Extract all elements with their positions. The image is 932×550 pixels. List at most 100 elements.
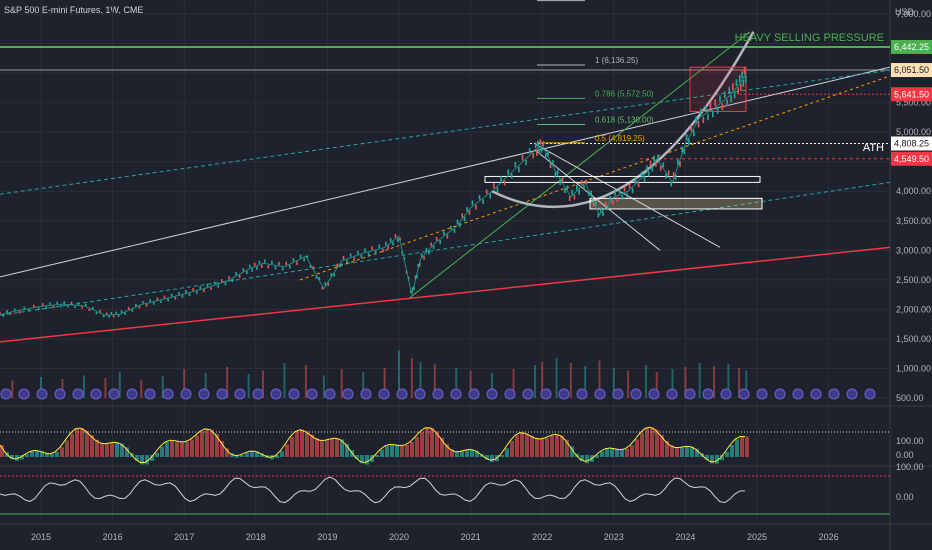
candle: [23, 306, 26, 309]
osc-histogram: [535, 438, 539, 457]
event-marker: [396, 388, 408, 400]
chart-title: S&P 500 E-mini Futures, 1W, CME: [4, 5, 144, 15]
osc-histogram: [585, 455, 589, 464]
candle: [657, 154, 659, 160]
osc-histogram: [235, 455, 239, 458]
event-marker: [486, 388, 498, 400]
price-label-bg: [891, 136, 932, 151]
volume-bar: [713, 366, 716, 398]
candle: [595, 201, 597, 206]
price-label: 5,641.50: [894, 89, 929, 99]
osc-histogram: [430, 427, 434, 457]
candle: [672, 172, 675, 178]
volume-bar: [612, 368, 615, 398]
candle: [224, 282, 227, 286]
candle: [604, 201, 607, 207]
candle: [552, 160, 554, 166]
osc-histogram: [745, 436, 749, 457]
event-marker: [504, 388, 516, 400]
candle: [81, 306, 83, 309]
osc-histogram: [405, 444, 409, 457]
osc-histogram: [30, 451, 34, 457]
candle: [192, 288, 194, 291]
time-tick-label: 2020: [389, 532, 409, 542]
osc-histogram: [325, 440, 329, 457]
price-tick-label: 1,500.00: [896, 334, 931, 344]
volume-bar: [226, 367, 229, 398]
osc-tick-label: 100.00: [896, 462, 924, 472]
candle: [743, 67, 746, 75]
volume-bar: [140, 380, 143, 398]
candle: [367, 252, 370, 257]
event-marker: [36, 388, 48, 400]
time-tick-label: 2025: [747, 532, 767, 542]
osc-histogram: [510, 440, 514, 457]
candle: [394, 234, 397, 238]
zone-box: [689, 66, 747, 112]
osc-histogram: [245, 452, 249, 457]
osc-histogram: [730, 444, 734, 457]
osc-line-1: [0, 426, 746, 464]
candle: [623, 186, 626, 192]
volume-bar: [104, 378, 107, 398]
fib-label: 0.618 (5,130.00): [595, 115, 654, 124]
event-marker: [558, 388, 570, 400]
volume-bar: [398, 350, 400, 398]
candle: [28, 309, 30, 312]
osc-histogram: [640, 433, 644, 457]
candle: [453, 229, 456, 234]
candle: [442, 231, 445, 236]
candle: [730, 95, 732, 103]
event-marker: [702, 388, 714, 400]
volume-bar: [433, 364, 436, 398]
volume-bar: [204, 373, 207, 398]
osc-histogram: [705, 455, 709, 461]
oscillator-panes: 100.00 0.00 100.00 0.00: [0, 405, 932, 515]
osc-histogram: [285, 444, 289, 457]
time-tick-label: 2023: [604, 532, 624, 542]
event-marker: [162, 388, 174, 400]
candle: [181, 295, 184, 298]
time-tick-label: 2017: [174, 532, 194, 542]
osc-histogram: [250, 451, 254, 457]
candle: [357, 250, 359, 255]
event-marker: [234, 388, 246, 400]
candle: [360, 254, 363, 259]
osc-histogram: [395, 444, 399, 457]
fib-label: 0.786 (5,572.50): [595, 89, 654, 98]
candle: [149, 299, 151, 302]
osc-histogram: [45, 453, 49, 457]
osc-histogram: [520, 432, 524, 457]
candle: [461, 213, 464, 218]
candle: [142, 301, 144, 304]
candle: [41, 303, 44, 306]
candle: [213, 281, 216, 285]
event-marker: [720, 388, 732, 400]
volume-bar: [469, 370, 472, 398]
price-tick-label: 5,000.00: [896, 127, 931, 137]
candle: [9, 312, 12, 316]
candle: [256, 266, 258, 270]
candle: [160, 300, 162, 303]
osc-histogram: [600, 451, 604, 457]
candle: [741, 71, 743, 79]
event-marker: [864, 388, 876, 400]
candle: [647, 171, 650, 177]
candle: [733, 91, 736, 99]
candle: [556, 169, 559, 175]
event-marker: [522, 388, 534, 400]
candle: [538, 148, 541, 155]
candle: [411, 287, 414, 291]
price-label: 6,051.50: [894, 65, 929, 75]
osc-histogram: [355, 455, 359, 459]
osc-histogram: [310, 434, 314, 457]
candle: [482, 199, 484, 205]
candle: [489, 193, 492, 199]
candle: [611, 199, 614, 205]
event-marker: [414, 388, 426, 400]
osc-histogram: [275, 455, 279, 459]
candle: [496, 187, 499, 193]
osc-histogram: [190, 439, 194, 457]
candle: [607, 205, 609, 211]
